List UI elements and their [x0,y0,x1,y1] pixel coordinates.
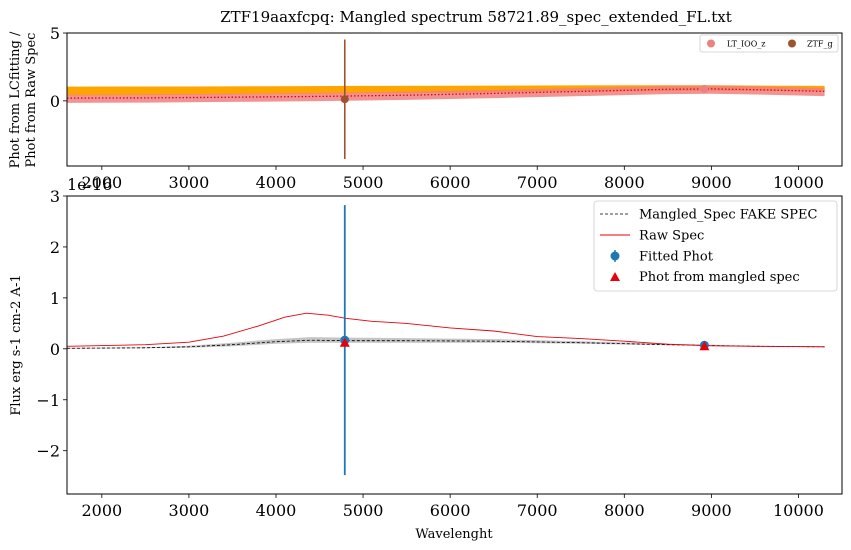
bottom-line-1 [66,312,825,348]
top-xtick-label-6: 8000 [604,173,645,192]
top-point-0-0 [700,84,709,93]
top-axes-frame [66,32,843,167]
bottom-offset-label: 1e-16 [67,175,112,194]
legend-label-mangled-spec: Mangled_Spec FAKE SPEC [639,208,818,223]
top-plot-area [66,39,825,159]
bottom-legend: Mangled_Spec FAKE SPEC Raw Spec Fitted P… [593,200,838,292]
top-y-ticks: 05 [50,24,67,111]
bottom-legend-box [593,200,838,292]
legend-label-phot-mangled: Phot from mangled spec [639,270,800,285]
figure-title: ZTF19aaxfcpq: Mangled spectrum 58721.89_… [220,8,732,26]
top-x-ticks: 2000 3000 4000 5000 6000 7000 8000 9000 10000 [81,166,824,192]
top-ylabel-line1: Phot from LCfitting / [8,31,23,168]
legend-label-ztf-g: ZTF_g [807,40,833,49]
top-panel: 2000 3000 4000 5000 6000 7000 8000 9000 10000 05… [8,24,843,192]
bottom-xtick-label-1: 3000 [169,501,210,520]
bottom-panel: 2000 3000 4000 5000 6000 7000 8000 9000 10000 −2… [9,175,843,542]
top-ytick-label-1: 5 [50,24,60,43]
bottom-axes-frame [66,195,843,495]
top-xtick-label-8: 10000 [773,173,824,192]
top-xtick-label-3: 5000 [343,173,384,192]
bottom-plot-area [66,205,825,476]
bottom-xtick-label-2: 4000 [256,501,297,520]
top-legend: LT_IOO_z ZTF_g [699,34,839,53]
bottom-mangled-point-0 [339,337,350,347]
bottom-xtick-label-5: 7000 [517,501,558,520]
bottom-mangled-point-1 [699,341,710,351]
bottom-xtick-label-6: 8000 [604,501,645,520]
legend-marker-lt-ioo-z [707,39,715,48]
bottom-xtick-label-8: 10000 [773,501,824,520]
top-legend-box [699,34,839,53]
top-xtick-label-5: 7000 [517,173,558,192]
legend-marker-phot-mangled [610,272,620,281]
bottom-xlabel: Wavelenght [415,527,493,542]
bottom-line-0 [66,339,825,349]
top-xtick-label-0: 2000 [81,173,122,192]
bottom-ytick-label-4: 2 [50,238,60,257]
legend-marker-fitted-phot [610,251,620,261]
top-xtick-label-4: 6000 [430,173,471,192]
top-red-curve [66,88,825,99]
bottom-x-ticks: 2000 3000 4000 5000 6000 7000 8000 9000 10000 [81,494,824,520]
legend-label-raw-spec: Raw Spec [639,229,704,244]
bottom-xtick-label-7: 9000 [691,501,732,520]
bottom-xtick-label-3: 5000 [343,501,384,520]
top-xtick-label-2: 4000 [256,173,297,192]
bottom-ytick-label-0: −2 [36,442,60,461]
legend-marker-ztf-g [788,39,796,48]
bottom-ylabel: Flux erg s-1 cm-2 A-1 [9,274,24,415]
bottom-ytick-label-5: 3 [50,187,60,206]
legend-label-fitted-phot: Fitted Phot [639,250,714,265]
top-ytick-label-0: 0 [50,92,60,111]
bottom-ytick-label-1: −1 [36,391,60,410]
bottom-xtick-label-4: 6000 [430,501,471,520]
top-xtick-label-1: 3000 [169,173,210,192]
bottom-ytick-label-2: 0 [50,340,60,359]
bottom-xtick-label-0: 2000 [81,501,122,520]
bottom-ytick-label-3: 1 [50,289,60,308]
bottom-y-ticks: −2 −1 0 1 2 3 [36,187,67,461]
legend-label-lt-ioo-z: LT_IOO_z [727,40,766,49]
top-point-1-0 [340,95,349,104]
top-ylabel-line2: Phot from Raw Spec [24,33,39,168]
top-xtick-label-7: 9000 [691,173,732,192]
